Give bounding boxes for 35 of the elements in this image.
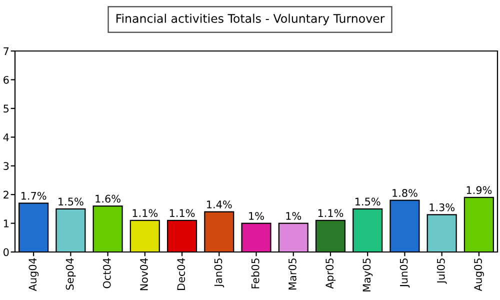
x-tick-label: Sep04 — [66, 258, 76, 290]
x-tick-label: Aug05 — [474, 258, 484, 292]
data-label: 1.1% — [132, 209, 158, 218]
x-tick-label: Nov04 — [140, 258, 148, 290]
x-tick-label: Jan05 — [214, 258, 224, 288]
x-tick-label: Jul05 — [436, 258, 447, 284]
x-tick-label: Apr05 — [326, 258, 336, 289]
data-label: 1% — [249, 212, 264, 220]
y-tick-label: 1 — [4, 220, 8, 228]
data-label: 1.5% — [356, 198, 380, 206]
data-label: 1.9% — [466, 186, 492, 194]
x-tick-label: Aug04 — [28, 258, 39, 292]
data-label: 1% — [286, 212, 302, 220]
data-label: 1.8% — [392, 189, 418, 197]
data-label: 1.3% — [430, 203, 454, 212]
y-tick-label: 0 — [4, 248, 9, 256]
x-tick-label: Oct04 — [102, 258, 111, 288]
y-tick-label: 6 — [4, 76, 9, 84]
y-tick-label: 3 — [4, 162, 9, 170]
data-label: 1.1% — [170, 209, 195, 218]
y-tick-label: 4 — [3, 134, 9, 142]
y-tick-label: 7 — [4, 47, 9, 55]
y-tick-label: 5 — [4, 104, 9, 113]
data-label: 1.5% — [58, 198, 84, 206]
data-label: 1.4% — [207, 200, 232, 208]
data-label: 1.7% — [21, 192, 46, 200]
data-label: 1.1% — [318, 209, 344, 218]
x-tick-label: Mar05 — [288, 258, 296, 290]
chart-title: Financial activities Totals - Voluntary Turnover — [116, 14, 385, 26]
data-label: 1.6% — [96, 194, 120, 203]
y-tick-label: 2 — [4, 190, 8, 199]
x-tick-label: Feb05 — [251, 258, 260, 288]
x-tick-label: Dec04 — [177, 258, 186, 290]
x-tick-label: Jun05 — [400, 258, 410, 288]
x-tick-label: May05 — [362, 258, 373, 292]
